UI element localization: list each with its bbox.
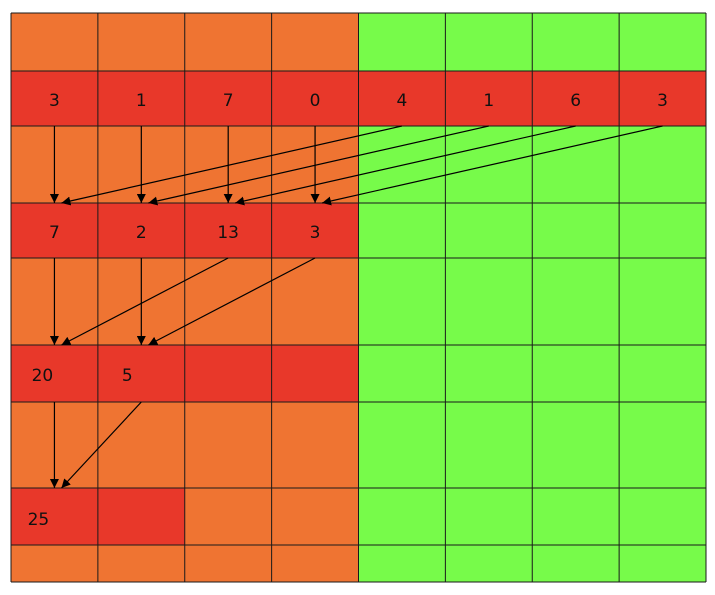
active-cell-row0-col1 (97, 71, 185, 126)
active-cell-row1-col0 (11, 203, 98, 258)
active-cell-row2-col2 (184, 345, 272, 402)
cell-value-row0-col0: 3 (49, 91, 60, 111)
active-cell-row1-col1 (97, 203, 185, 258)
active-cell-row0-col7 (619, 71, 706, 126)
active-cell-row2-col3 (271, 345, 359, 402)
cell-value-row1-col2: 13 (217, 223, 239, 243)
arrow-r1c3-to-r2c1 (148, 257, 316, 346)
cell-value-row3-col0: 25 (28, 510, 50, 530)
active-cell-row0-col5 (445, 71, 533, 126)
active-cell-row3-col0 (11, 488, 98, 545)
cell-value-row0-col7: 3 (657, 91, 668, 111)
active-cell-row0-col6 (532, 71, 620, 126)
cell-value-row0-col1: 1 (136, 91, 147, 111)
cell-value-row1-col3: 3 (310, 223, 321, 243)
active-cell-row0-col4 (358, 71, 446, 126)
arrow-r0c7-to-r1c3 (321, 125, 663, 206)
cell-value-row0-col2: 7 (223, 91, 234, 111)
arrow-r0c4-to-r1c0 (61, 125, 403, 206)
cell-value-row2-col1: 5 (122, 366, 133, 386)
cell-value-row1-col0: 7 (49, 223, 60, 243)
active-cell-row1-col2 (184, 203, 272, 258)
arrow-r0c5-to-r1c1 (148, 125, 489, 206)
active-cell-row0-col0 (11, 71, 98, 126)
active-cell-row1-col3 (271, 203, 359, 258)
arrow-r1c2-to-r2c0 (61, 257, 229, 346)
active-cell-row0-col3 (271, 71, 359, 126)
active-cell-row2-col1 (97, 345, 185, 402)
cell-value-row0-col5: 1 (483, 91, 494, 111)
cell-value-row0-col4: 4 (397, 91, 408, 111)
active-cell-row2-col0 (11, 345, 98, 402)
cell-value-row0-col6: 6 (570, 91, 581, 111)
active-cell-row0-col2 (184, 71, 272, 126)
cell-value-row1-col1: 2 (136, 223, 147, 243)
arrow-r0c6-to-r1c2 (235, 125, 576, 206)
cell-value-row2-col0: 20 (32, 366, 54, 386)
arrow-r2c1-to-r3c0 (60, 401, 142, 489)
cell-value-row0-col3: 0 (310, 91, 321, 111)
active-cell-row3-col1 (97, 488, 185, 545)
